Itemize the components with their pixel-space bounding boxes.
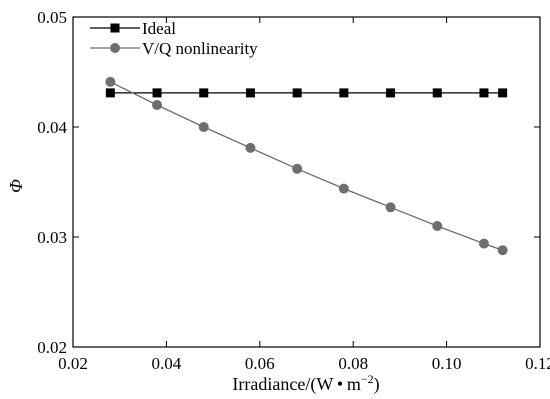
series-0-point xyxy=(152,88,162,98)
series-1-point xyxy=(338,183,349,194)
series-0-point xyxy=(498,88,508,98)
plot-frame xyxy=(72,16,541,348)
series-0-point xyxy=(292,88,302,98)
series-1-point xyxy=(198,122,209,132)
legend-swatch-marker xyxy=(110,23,120,33)
x-tick-label: 0.08 xyxy=(338,354,368,373)
series-1-point xyxy=(385,202,396,213)
ticks: 0.02 0.04 0.06 0.08 0.10 0.12 0.02 0.03 0.04 0.05 xyxy=(37,8,550,373)
x-axis-title-main: Irradiance/(W • m xyxy=(232,374,360,395)
x-axis-title: Irradiance/(W • m−2) xyxy=(232,372,379,395)
x-tick-label: 0.02 xyxy=(58,354,88,373)
y-tick-label: 0.02 xyxy=(37,338,67,357)
x-axis-title-close: ) xyxy=(374,374,380,395)
legend-swatch-marker xyxy=(110,43,120,53)
series-0-point xyxy=(386,88,396,98)
x-tick-label: 0.10 xyxy=(432,354,462,373)
legend-label: Ideal xyxy=(142,19,176,38)
y-tick-label: 0.05 xyxy=(37,8,67,27)
y-tick-label: 0.04 xyxy=(37,118,67,137)
legend-label: V/Q nonlinearity xyxy=(142,39,258,58)
series-0-point xyxy=(479,88,489,98)
series-1-point xyxy=(245,142,256,153)
series-1-point xyxy=(497,245,508,256)
y-tick-label: 0.03 xyxy=(37,228,67,247)
x-tick-label: 0.04 xyxy=(152,354,182,373)
y-axis-title: Φ xyxy=(6,179,26,193)
series-1-point xyxy=(292,163,303,174)
series-0-point xyxy=(105,88,115,98)
x-tick-label: 0.12 xyxy=(525,354,550,373)
series-layer xyxy=(105,76,508,256)
x-tick-label: 0.06 xyxy=(245,354,275,373)
series-0-point xyxy=(199,88,209,98)
series-0-point xyxy=(432,88,442,98)
series-1-point xyxy=(152,100,163,110)
series-1-point xyxy=(105,76,116,87)
series-1-point xyxy=(432,221,443,231)
series-line-1 xyxy=(110,81,503,251)
series-1-point xyxy=(478,238,489,249)
series-0-point xyxy=(339,88,349,98)
series-0-point xyxy=(245,88,255,98)
x-axis-title-exponent: −2 xyxy=(361,372,374,386)
